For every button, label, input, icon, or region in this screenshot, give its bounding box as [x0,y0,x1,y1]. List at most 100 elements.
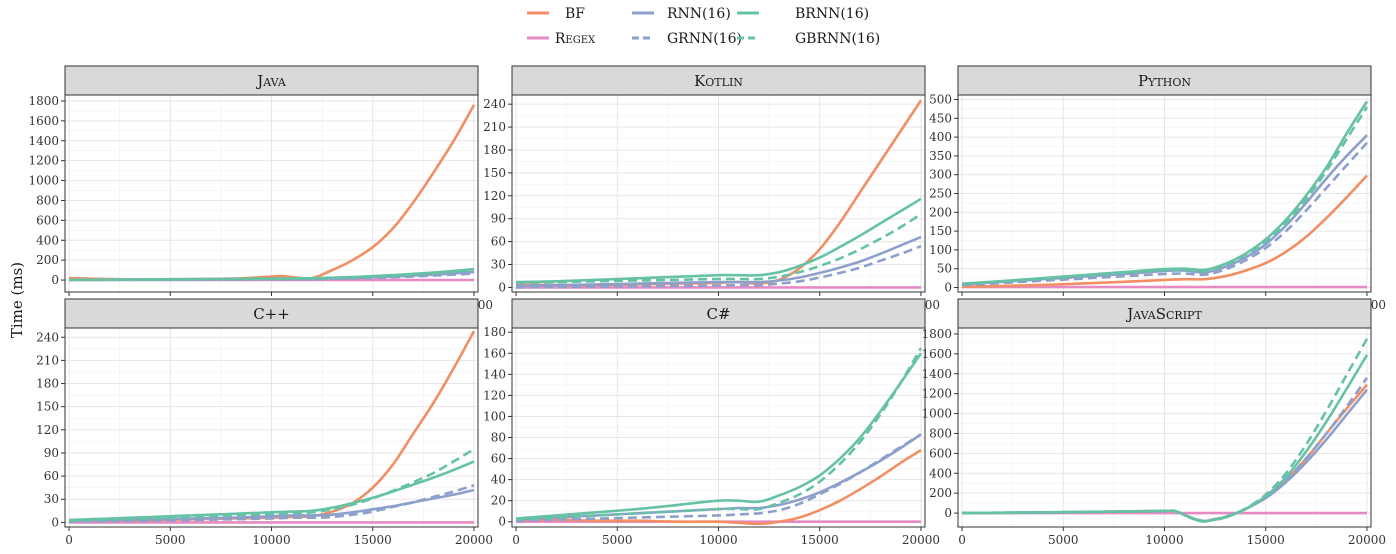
y-tick-label: 400 [929,466,952,480]
x-tick-label: 20000 [455,533,493,547]
legend-label: BRNN(16) [795,6,869,22]
y-tick-label: 50 [937,262,952,276]
y-tick-label: 90 [44,446,59,460]
x-tick-label: 10000 [699,533,737,547]
y-tick-label: 30 [491,258,506,272]
y-tick-label: 100 [483,409,506,423]
panel-kotlin: Kotlin0500010000150002000003060901201501… [483,65,940,312]
x-tick-label: 5000 [155,533,186,547]
y-tick-label: 200 [929,486,952,500]
y-tick-label: 600 [36,213,59,227]
y-tick-label: 90 [491,212,506,226]
y-axis-title: Time (ms) [8,262,26,338]
series-line-gbrnn-16 [961,106,1369,286]
panel-c: C# 0 5000 10000 15000 20000 0 20 40 60 80 100 120 140… [483,298,940,547]
y-tick-label: 1800 [921,327,952,341]
y-tick-label: 1400 [28,134,59,148]
panel-python: Python0500010000150002000005010015020025… [929,65,1386,312]
series-line-grnn-16 [68,484,475,523]
y-tick-label: 160 [483,346,506,360]
y-tick-label: 20 [491,494,506,508]
panel-title: C++ [253,305,290,323]
series-line-brnn-16 [515,197,922,284]
y-tick-label: 120 [483,388,506,402]
legend-label: GRNN(16) [667,31,742,47]
x-tick-label: 15000 [1247,533,1285,547]
series-group [961,338,1369,523]
panel-title: Kotlin [694,72,743,90]
panel-title: Python [1138,72,1191,90]
series-line-grnn-16 [515,244,922,289]
x-tick-label: 10000 [1145,533,1183,547]
panel-border [511,94,926,293]
y-tick-label: 250 [929,187,952,201]
panel-title: C# [706,305,730,323]
series-group [68,104,476,282]
y-tick-label: 0 [498,515,506,529]
series-line-grnn-16 [961,141,1368,287]
panel-border [957,327,1372,528]
y-tick-label: 800 [929,426,952,440]
y-tick-label: 200 [929,205,952,219]
y-tick-label: 180 [36,377,59,391]
y-tick-label: 1400 [921,367,952,381]
y-tick-label: 0 [498,280,506,294]
y-tick-label: 120 [36,423,59,437]
y-tick-label: 800 [36,193,59,207]
panel-border [957,94,1372,293]
panel-border [511,327,926,528]
series-line-gbrnn-16 [68,268,475,282]
series-line-rnn-16 [515,235,922,288]
series-line-grnn-16 [515,433,922,522]
y-tick-label: 1000 [28,174,59,188]
y-tick-label: 0 [51,273,59,287]
y-tick-label: 0 [944,506,952,520]
y-tick-label: 1600 [28,114,59,128]
legend-item-grnn-16: GRNN(16) [632,31,742,47]
y-tick-label: 1200 [921,387,952,401]
y-tick-label: 210 [36,353,59,367]
legend-label: Regex [555,31,596,47]
y-tick-label: 600 [929,446,952,460]
legend-label: GBRNN(16) [795,31,880,47]
legend-item-regex: Regex [527,31,596,47]
y-tick-label: 1800 [28,94,59,108]
y-tick-label: 300 [929,168,952,182]
panel-javascript: JavaScript 0 5000 10000 15000 20000 0 200 400 600… [921,298,1386,547]
y-tick-label: 240 [36,330,59,344]
y-tick-label: 140 [483,367,506,381]
x-tick-label: 0 [65,533,73,547]
legend-item-bf: BF [527,6,585,22]
legend-item-brnn-16: BRNN(16) [737,6,869,22]
y-tick-label: 150 [483,166,506,180]
x-tick-label: 20000 [902,533,940,547]
strip-background [511,298,926,329]
strip-background [957,65,1372,96]
y-tick-label: 450 [929,111,952,125]
series-line-bf [961,174,1368,288]
legend-item-gbrnn-16: GBRNN(16) [737,31,880,47]
legend-item-rnn-16: RNN(16) [632,6,731,22]
panel-border [64,94,479,293]
x-tick-label: 5000 [602,533,633,547]
strip-background [957,298,1372,329]
y-tick-label: 100 [929,243,952,257]
series-line-gbrnn-16 [515,347,923,521]
y-tick-label: 40 [491,473,506,487]
y-tick-label: 120 [483,189,506,203]
series-group [515,347,923,526]
series-line-brnn-16 [515,352,923,520]
x-tick-label: 15000 [801,533,839,547]
y-tick-label: 1600 [921,347,952,361]
series-line-gbrnn-16 [68,447,475,523]
x-tick-label: 0 [958,533,966,547]
y-tick-label: 80 [491,431,506,445]
series-line-gbrnn-16 [961,338,1369,523]
y-tick-label: 180 [483,143,506,157]
series-line-bf [515,448,922,526]
panel-java: Java050001000015000200000200400600800100… [28,65,493,312]
y-tick-label: 0 [944,280,952,294]
y-tick-label: 400 [929,130,952,144]
series-group [515,99,923,289]
y-tick-label: 60 [491,235,506,249]
